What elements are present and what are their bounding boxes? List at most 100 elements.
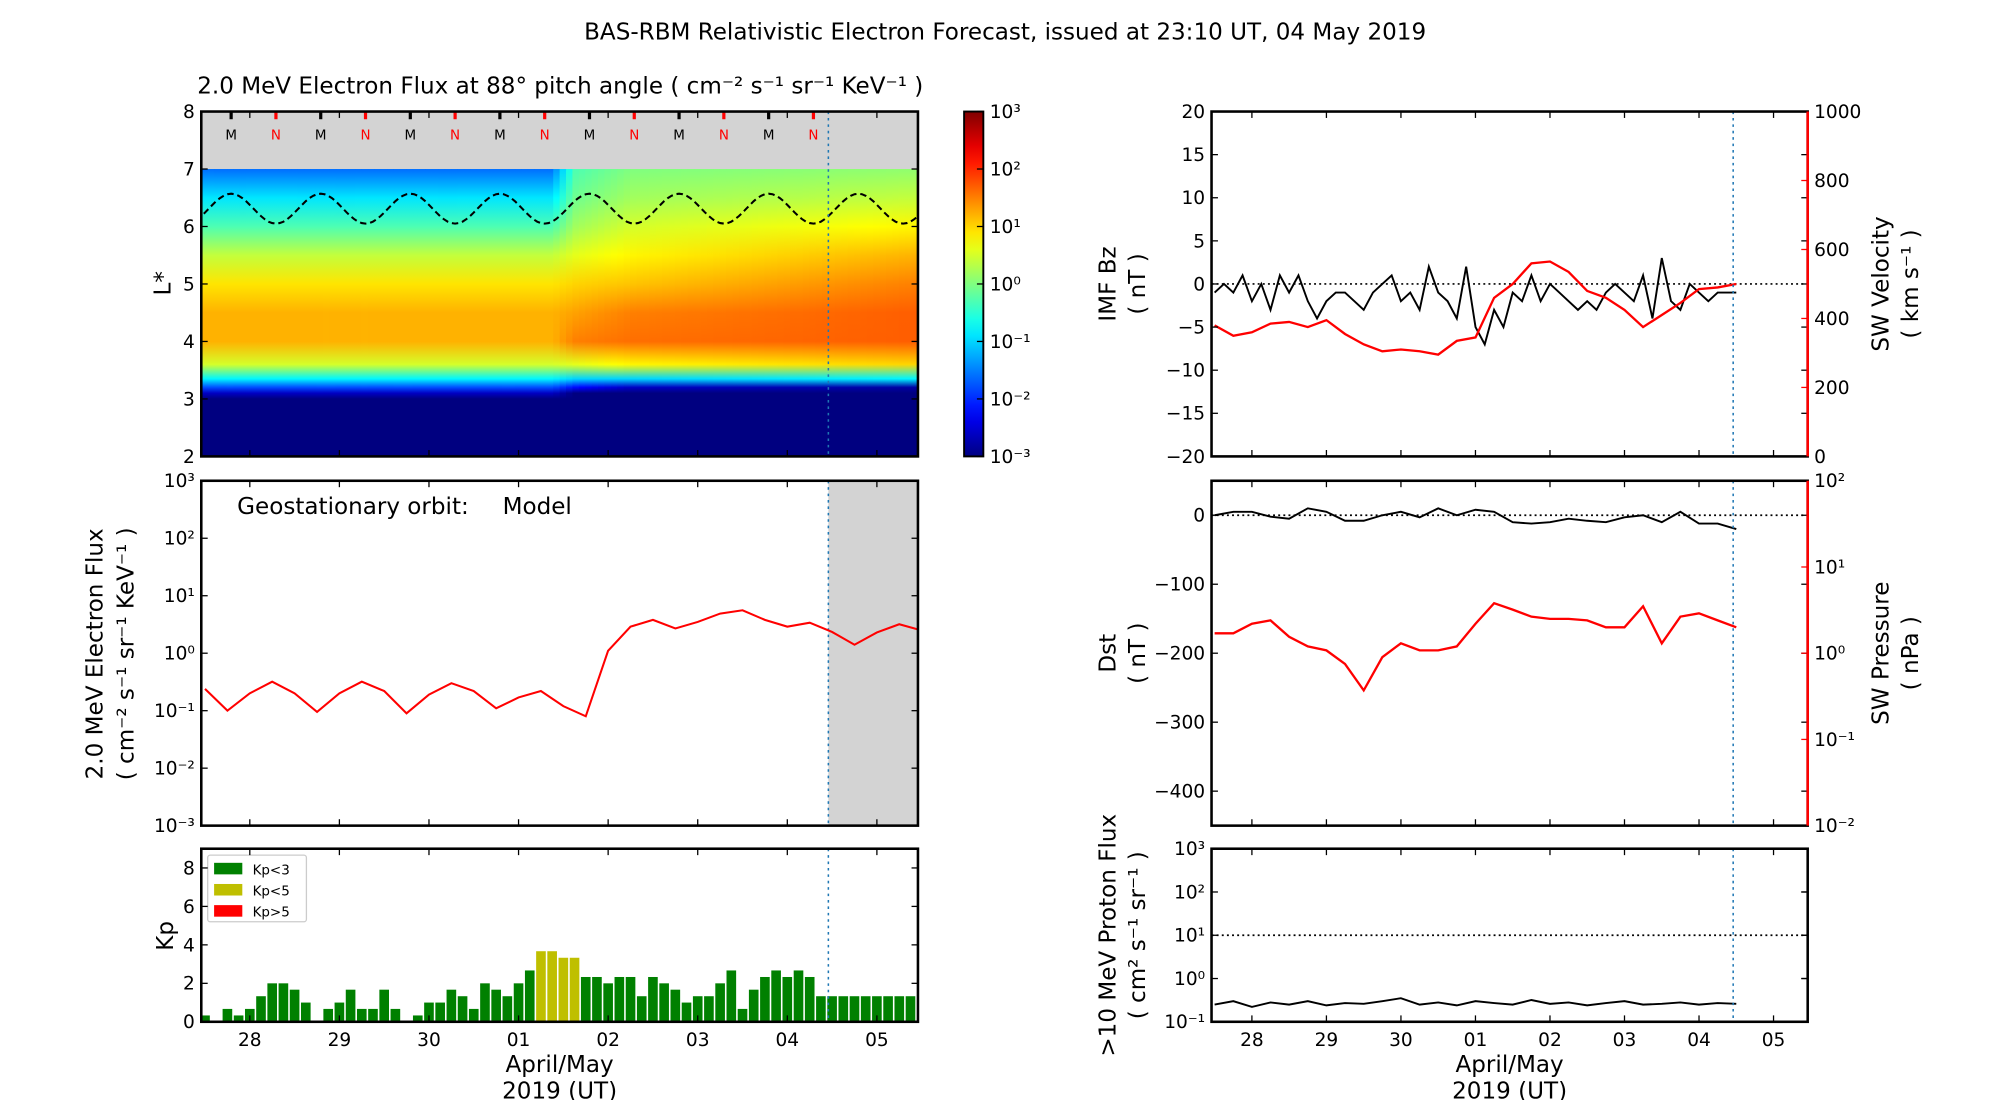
y-tick-label: 0 xyxy=(1814,447,1826,468)
kp-bar xyxy=(648,976,658,1022)
legend-swatch xyxy=(214,862,243,875)
colorbar-tick-label: 10¹ xyxy=(990,217,1021,238)
heatmap-cell-column xyxy=(777,169,785,457)
x-tick-label: 01 xyxy=(507,1030,531,1051)
kp-bar xyxy=(860,996,871,1022)
heatmap-cell-column xyxy=(425,169,433,457)
colorbar-tick-label: 10³ xyxy=(990,102,1021,123)
y-tick-label: 10³ xyxy=(1174,839,1205,860)
x-tick-label: 05 xyxy=(865,1030,889,1051)
y-tick-label: 10⁰ xyxy=(1814,644,1845,665)
mlt-marker-label-N: N xyxy=(450,129,460,144)
left-series-line xyxy=(1214,507,1737,531)
heatmap-cell-column xyxy=(738,169,746,457)
heatmap-cell-column xyxy=(348,169,356,457)
heatmap-cell-column xyxy=(681,169,689,457)
heatmap-cell-column xyxy=(284,169,292,457)
heatmap-cell-column xyxy=(476,169,484,457)
kp-bar xyxy=(424,1002,434,1022)
heatmap-cell-column xyxy=(809,169,817,457)
legend-label: Kp>5 xyxy=(253,906,290,921)
forecast-shade xyxy=(828,480,918,826)
heatmap-cell-column xyxy=(214,169,222,457)
heatmap-cell-column xyxy=(271,169,279,457)
axes-frame xyxy=(1210,479,1809,827)
mlt-marker-label-M: M xyxy=(584,129,596,144)
kp-bar xyxy=(468,1008,479,1022)
heatmap-cell-column xyxy=(783,169,791,457)
kp-bar xyxy=(905,996,916,1022)
heatmap-cell-column xyxy=(297,169,305,457)
right-axis-label: SW Velocity xyxy=(1868,216,1894,351)
x-axis-label-2: 2019 (UT) xyxy=(1452,1079,1567,1100)
heatmap-cell-column xyxy=(508,169,516,457)
kp-bar xyxy=(201,1015,210,1022)
kp-bar xyxy=(827,996,837,1022)
left-axis-label: IMF Bz xyxy=(1095,246,1121,321)
heatmap-cell-column xyxy=(233,169,241,457)
x-tick-label: 28 xyxy=(1240,1030,1264,1051)
axes-frame xyxy=(200,847,920,1024)
y-tick-label: 10⁻¹ xyxy=(1164,1012,1205,1033)
model-flux-line xyxy=(204,609,918,718)
y-tick-label: 10¹ xyxy=(1174,926,1205,947)
heatmap-cell-column xyxy=(585,169,593,457)
kp-bar xyxy=(771,970,781,1022)
heatmap-cell-column xyxy=(700,169,708,457)
heatmap-cell-column xyxy=(892,169,900,457)
kp-legend: Kp<3 Kp<5 Kp>5 xyxy=(207,854,308,923)
y-tick-label: 10⁻¹ xyxy=(154,701,195,722)
y-tick-label: 10² xyxy=(164,529,195,550)
y-tick-label: 15 xyxy=(1181,145,1205,166)
mlt-marker-label-N: N xyxy=(360,129,370,144)
heatmap-cell-column xyxy=(438,169,446,457)
heatmap-cell-column xyxy=(303,169,311,457)
y-tick-label: 6 xyxy=(183,897,195,918)
x-tick-label: 04 xyxy=(1687,1030,1711,1051)
y-tick-label: 8 xyxy=(183,102,195,123)
y-tick-label: 10⁰ xyxy=(164,644,195,665)
legend-swatch xyxy=(214,905,243,917)
y-tick-label: 4 xyxy=(183,332,195,353)
heatmap-cell-column xyxy=(745,169,753,457)
y-tick-label: −10 xyxy=(1166,361,1205,382)
y-tick-label: 5 xyxy=(1193,231,1205,252)
heatmap-cell-column xyxy=(623,169,631,457)
heatmap-cell-column xyxy=(764,169,772,457)
heatmap-cell-column xyxy=(246,169,254,457)
heatmap-cell-column xyxy=(354,169,363,457)
heatmap-cell-column xyxy=(559,169,567,457)
mlt-marker-label-M: M xyxy=(494,129,506,144)
proton-flux-panel: 10⁻¹ 10⁰ 10¹ 10² 10³ 28 29 30 01 02 03 04 05 April/Ma… xyxy=(1095,814,1809,1100)
kp-bar xyxy=(816,996,826,1022)
heatmap-cell-column xyxy=(911,169,919,457)
heatmap-cell-column xyxy=(239,169,247,457)
y-tick-label: −15 xyxy=(1166,404,1205,425)
heatmap-cell-column xyxy=(770,169,778,457)
left-axis-units: ( nT ) xyxy=(1125,253,1151,314)
heatmap-cell-column xyxy=(860,169,868,457)
y-tick-label: 10² xyxy=(1814,471,1845,492)
kp-bar xyxy=(681,1002,692,1022)
heatmap-cell-column xyxy=(713,169,721,457)
heatmap-cell-column xyxy=(815,169,823,457)
mlt-marker-label-M: M xyxy=(315,129,327,144)
heatmap-cell-column xyxy=(412,169,420,457)
mlt-marker-label-N: N xyxy=(808,129,818,144)
electron-flux-axis-units: ( cm⁻² s⁻¹ sr⁻¹ KeV⁻¹ ) xyxy=(113,527,139,780)
heatmap-cell-column xyxy=(482,169,490,457)
heatmap-cell-column xyxy=(610,169,618,457)
kp-bar xyxy=(715,983,725,1022)
kp-bar xyxy=(536,951,546,1022)
heatmap-cell-column xyxy=(668,169,676,457)
kp-bar xyxy=(435,1002,445,1022)
heatmap-cell-column xyxy=(489,169,497,457)
geo-flux-panel: ForecastGeostationary orbit:Model10⁻³10⁻… xyxy=(83,471,920,837)
dst-pressure-panel: −400 −300 −200 −100 0 10⁻² 10⁻¹ 10⁰ 10¹ 10² SW Pre… xyxy=(1095,471,1924,837)
kp-bar xyxy=(334,1002,345,1022)
heatmap-cell-column xyxy=(258,169,267,457)
kp-bar xyxy=(524,970,535,1022)
y-tick-label: 0 xyxy=(1193,506,1205,527)
